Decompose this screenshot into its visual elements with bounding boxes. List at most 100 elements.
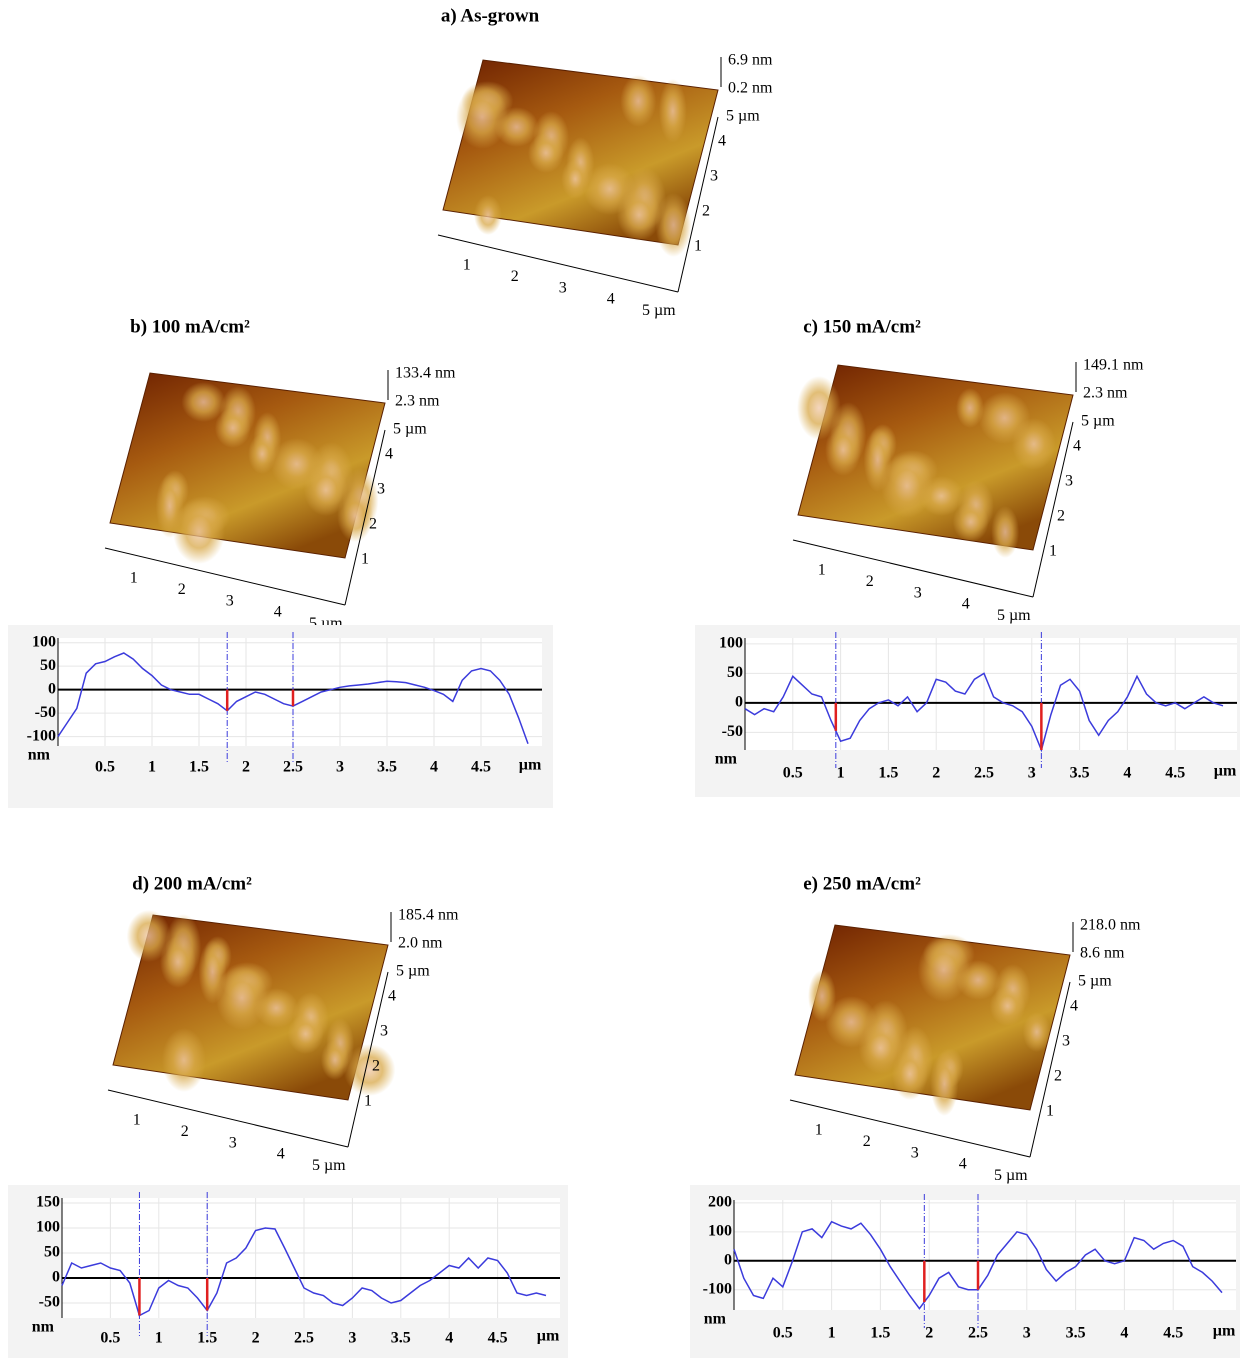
- z-label-3d: 2.3 nm: [395, 393, 440, 410]
- z-label-3d: 133.4 nm: [395, 365, 456, 382]
- y-tick-label: -50: [722, 723, 743, 740]
- panel-title: a) As-grown: [441, 5, 540, 26]
- y-tick-label-3d: 4: [385, 446, 393, 463]
- surface-peak: [880, 454, 933, 518]
- plot-area: [58, 638, 542, 746]
- y-tick-label-3d: 3: [710, 168, 718, 185]
- x-tick-label: 3.5: [377, 759, 397, 776]
- x-tick-label: 2.5: [294, 1330, 314, 1347]
- z-label-3d: 2.0 nm: [398, 935, 443, 952]
- y-axis-3d: [677, 116, 719, 293]
- x-tick-label: 1: [828, 1325, 836, 1342]
- surface-peak: [561, 159, 590, 199]
- z-label-3d: 0.2 nm: [728, 80, 773, 97]
- surface-peak: [248, 434, 277, 474]
- surface-peak: [952, 502, 989, 542]
- plot-area: [734, 1200, 1236, 1310]
- plot-area: [62, 1198, 560, 1318]
- y-axis-3d: [347, 971, 389, 1148]
- y-tick-label: 100: [719, 635, 743, 652]
- x-axis-label: µm: [1213, 1323, 1236, 1340]
- x-tick-label: 0.5: [100, 1330, 120, 1347]
- x-tick-label-3d: 4: [274, 604, 282, 621]
- x-tick-label: 4: [445, 1330, 453, 1347]
- y-axis-3d: [1029, 981, 1071, 1158]
- x-axis-3d: [789, 1099, 1031, 1158]
- y-tick-label: 100: [708, 1223, 732, 1240]
- x-tick-label: 3: [1023, 1325, 1031, 1342]
- surface-peak: [214, 408, 251, 448]
- y-tick-label: 50: [44, 1244, 60, 1261]
- x-tick-label: 3: [348, 1330, 356, 1347]
- surface-peak: [160, 936, 196, 988]
- surface-peak: [825, 424, 862, 476]
- x-tick-label: 1.5: [870, 1325, 890, 1342]
- surface-peak: [343, 1044, 396, 1096]
- surface-peak: [173, 500, 225, 564]
- surface-peak: [474, 195, 502, 235]
- panel-title: e) 250 mA/cm²: [803, 873, 921, 894]
- x-tick-label: 3.5: [1070, 765, 1090, 782]
- y-axis-label: nm: [28, 747, 51, 764]
- x-tick-label-3d: 2: [866, 573, 874, 590]
- x-tick-label: 4: [1123, 765, 1131, 782]
- x-tick-label-3d: 3: [914, 584, 922, 601]
- y-tick-label-3d: 2: [372, 1058, 380, 1075]
- y-tick-label: 100: [32, 633, 56, 650]
- surface-peak: [655, 193, 692, 257]
- surface-peak: [991, 506, 1020, 558]
- x-tick-label: 4: [1120, 1325, 1128, 1342]
- profile-line: [61, 1227, 547, 1317]
- z-label-3d: 6.9 nm: [728, 52, 773, 69]
- profile-line: [744, 672, 1224, 753]
- x-tick-label: 2: [925, 1325, 933, 1342]
- x-tick-label-3d: 1: [133, 1112, 141, 1129]
- x-tick-label: 1: [148, 759, 156, 776]
- x-tick-label-3d: 1: [815, 1122, 823, 1139]
- x-tick-label: 0.5: [95, 759, 115, 776]
- y-tick-label-3d: 1: [1049, 543, 1057, 560]
- x-tick-label-3d: 5 µm: [312, 1157, 346, 1174]
- y-tick-label-3d: 4: [1073, 438, 1081, 455]
- y-tick-label-3d: 4: [388, 988, 396, 1005]
- x-tick-label: 0.5: [783, 765, 803, 782]
- z-label-3d: 149.1 nm: [1083, 357, 1144, 374]
- x-tick-label-3d: 1: [463, 257, 471, 274]
- x-tick-label-3d: 5 µm: [994, 1167, 1028, 1184]
- surface-peak: [797, 376, 841, 440]
- y-tick-label: -100: [703, 1280, 732, 1297]
- y-tick-label-3d: 3: [1065, 473, 1073, 490]
- x-tick-label: 1.5: [197, 1330, 217, 1347]
- x-tick-label-3d: 2: [178, 581, 186, 598]
- surface-peak: [956, 388, 984, 428]
- z-label-3d: 8.6 nm: [1080, 945, 1125, 962]
- surface-peak: [1011, 418, 1056, 470]
- x-tick-label: 2.5: [968, 1325, 988, 1342]
- x-tick-label: 4.5: [488, 1330, 508, 1347]
- y-tick-label-3d: 4: [1070, 998, 1078, 1015]
- x-tick-label: 3: [1028, 765, 1036, 782]
- x-tick-label-3d: 1: [130, 570, 138, 587]
- surface-peak: [917, 938, 970, 1002]
- x-axis-3d: [104, 547, 346, 606]
- y-tick-label-3d: 2: [369, 516, 377, 533]
- panel-title: b) 100 mA/cm²: [130, 316, 250, 337]
- y-tick-label: 150: [36, 1194, 60, 1211]
- y-tick-label-3d: 5 µm: [1078, 973, 1112, 990]
- x-tick-label: 4: [430, 759, 438, 776]
- y-tick-label-3d: 1: [694, 238, 702, 255]
- y-tick-label-3d: 2: [702, 203, 710, 220]
- y-tick-label: 200: [708, 1194, 732, 1211]
- panel-title: c) 150 mA/cm²: [803, 316, 921, 337]
- x-tick-label-3d: 5 µm: [997, 607, 1031, 624]
- x-tick-label: 2.5: [974, 765, 994, 782]
- y-tick-label-3d: 1: [361, 551, 369, 568]
- surface-peak: [1022, 1012, 1051, 1052]
- y-tick-label-3d: 5 µm: [1081, 413, 1115, 430]
- y-axis-3d: [1032, 421, 1074, 598]
- surface-peak: [658, 79, 687, 143]
- y-axis-3d: [344, 429, 386, 606]
- x-axis-3d: [792, 539, 1034, 598]
- y-tick-label: -100: [27, 727, 56, 744]
